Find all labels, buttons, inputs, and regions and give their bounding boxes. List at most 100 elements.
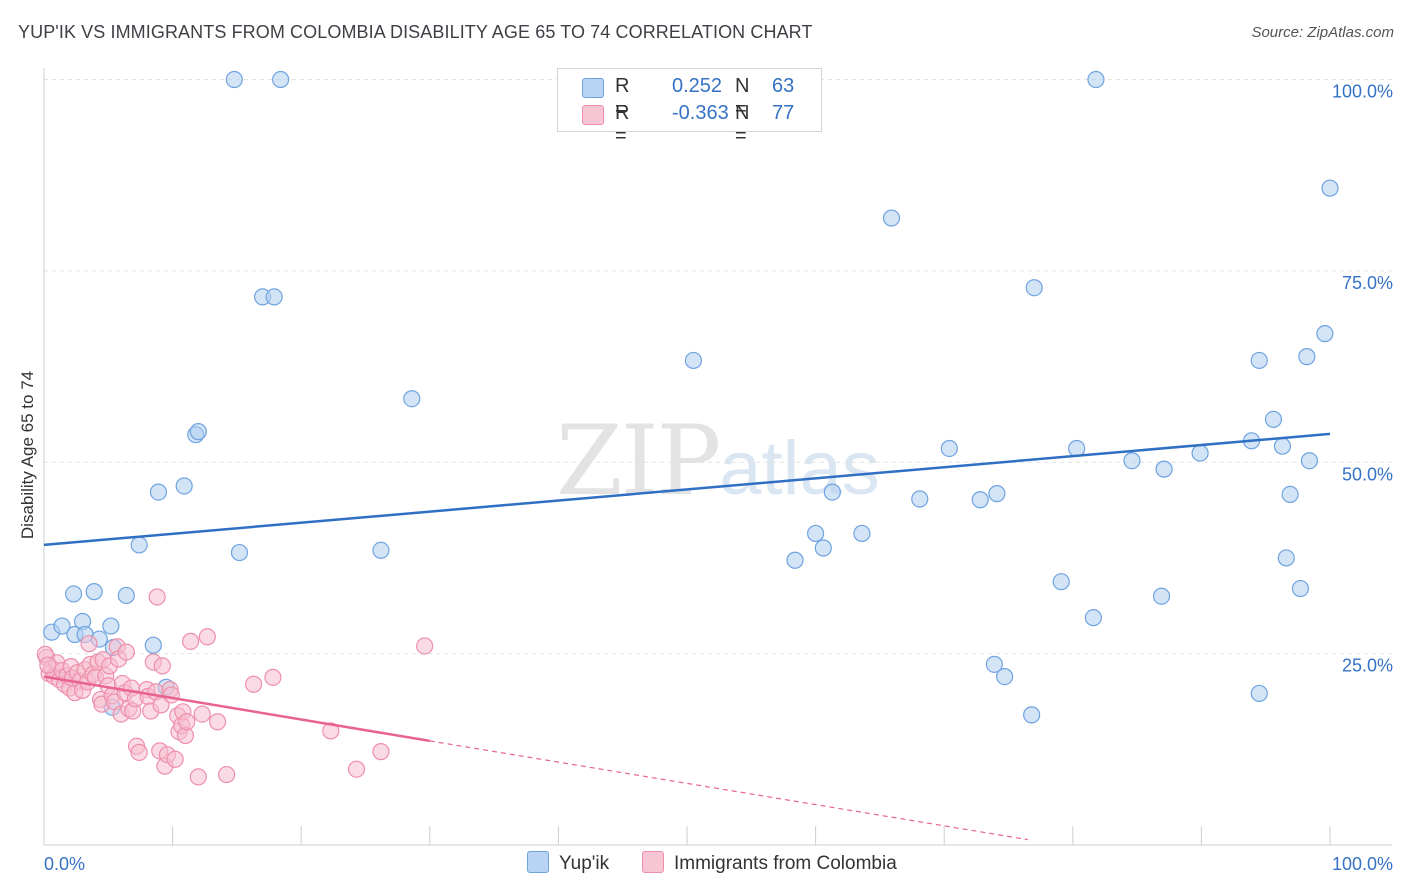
colombia-point [117,643,135,661]
legend-r-label: R = [615,102,630,147]
colombia-point [193,705,211,723]
yupik-point [911,490,929,508]
bottom-legend-swatch-yupik [527,851,549,873]
colombia-point [416,637,434,655]
legend-n-label: N = [735,102,750,147]
yupik-point [786,551,804,569]
yupik-point [1250,351,1268,370]
colombia-point [178,713,196,731]
colombia-trend-line [43,675,431,743]
yupik-point [1250,684,1268,703]
colombia-point [264,668,282,686]
yupik-point [265,288,283,306]
yupik-point [372,541,390,559]
yupik-trend-line [43,432,1331,547]
colombia-point [166,750,184,768]
yupik-point [823,483,841,501]
colombia-point [218,765,236,784]
yupik-point [1191,444,1209,462]
y-tick-label-25: 25.0% [1342,656,1393,676]
chart-title: YUP'IK VS IMMIGRANTS FROM COLOMBIA DISAB… [18,22,813,42]
colombia-point [209,713,227,731]
yupik-point [1300,452,1319,470]
yupik-point [403,390,421,408]
yupik-point [189,423,207,441]
yupik-point [1087,70,1105,89]
legend-r-value-yupik: 0.252 [672,75,723,97]
yupik-point [1316,325,1334,343]
yupik-point [1321,179,1339,197]
yupik-point [1264,410,1283,428]
bottom-legend-yupik: Yup'ik [527,851,609,875]
yupik-point [940,439,958,458]
bottom-legend-colombia: Immigrants from Colombia [642,851,897,875]
yupik-point [1123,452,1141,470]
yupik-point [175,477,193,495]
yupik-point [996,667,1014,686]
colombia-point [80,635,98,653]
yupik-point [144,636,162,654]
y-tick-label-50: 50.0% [1342,464,1393,484]
yupik-point [1277,549,1295,567]
colombia-point [39,656,57,674]
colombia-trend-extension [429,740,1028,841]
y-axis-label: Disability Age 65 to 74 [18,370,37,540]
colombia-point [322,722,340,740]
yupik-point [149,483,168,501]
bottom-legend-label-colombia: Immigrants from Colombia [674,853,897,874]
y-tick-label-100: 100.0% [1332,82,1393,102]
yupik-point [1023,706,1041,724]
colombia-point [182,632,200,650]
x-tick-label-min: 0.0% [44,854,85,874]
yupik-point [1025,279,1043,297]
bottom-legend-swatch-colombia [642,851,664,873]
yupik-point [971,491,989,509]
yupik-point [64,585,83,603]
yupik-point [814,539,832,557]
yupik-point [230,543,249,562]
yupik-point [130,536,148,554]
legend-swatch-yupik [582,78,604,98]
correlation-legend: R = 0.252 N = 63 R = -0.363 N = 77 [557,68,822,147]
watermark-atlas: atlas [719,426,880,511]
colombia-point [130,743,148,761]
legend-n-label: N = [735,75,750,120]
x-tick-label-max: 100.0% [1332,854,1393,874]
yupik-point [1152,587,1171,605]
yupik-point [53,617,71,635]
legend-n-value-colombia: 77 [772,102,795,124]
yupik-point [1291,579,1310,598]
y-tick-label-75: 75.0% [1342,273,1393,293]
yupik-point [684,351,703,370]
colombia-point [162,686,180,704]
colombia-point [245,675,263,693]
yupik-point [988,485,1006,503]
yupik-point [1273,437,1292,455]
bottom-legend-label-yupik: Yup'ik [559,853,610,874]
yupik-point [985,655,1003,673]
yupik-point [102,617,120,635]
yupik-point [853,524,871,543]
yupik-point [1052,573,1070,591]
yupik-point [85,583,103,601]
colombia-point [198,628,216,646]
legend-swatch-colombia [582,105,604,125]
colombia-point [372,743,390,761]
colombia-point [347,760,366,778]
yupik-point [117,586,135,605]
legend-r-value-colombia: -0.363 [672,102,729,124]
legend-n-value-yupik: 63 [772,75,795,97]
legend-r-label: R = [615,75,630,120]
yupik-point [272,70,290,89]
yupik-point [806,524,825,543]
colombia-point [148,588,166,606]
yupik-point [1155,460,1173,478]
yupik-point [1298,348,1316,366]
yupik-point [882,209,901,227]
yupik-point [225,70,243,89]
source-label: Source: ZipAtlas.com [1251,24,1394,41]
yupik-point [1281,485,1299,504]
colombia-point [153,657,171,675]
colombia-point [189,768,207,786]
